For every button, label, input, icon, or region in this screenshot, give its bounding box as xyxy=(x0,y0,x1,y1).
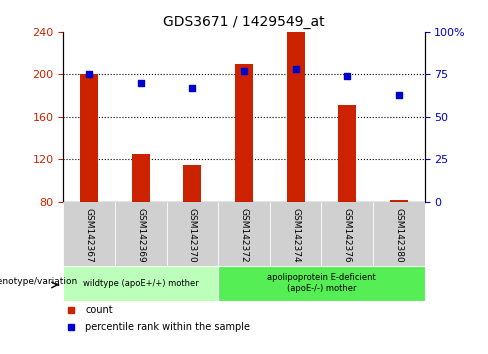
Bar xyxy=(338,105,356,202)
Bar xyxy=(390,200,408,202)
Bar xyxy=(63,266,218,301)
Point xyxy=(292,67,300,72)
Text: GSM142370: GSM142370 xyxy=(188,208,197,263)
Text: GSM142367: GSM142367 xyxy=(85,208,94,263)
Bar xyxy=(286,32,305,202)
Bar xyxy=(322,202,373,266)
Point xyxy=(137,80,145,86)
Point xyxy=(395,92,403,98)
Point xyxy=(240,68,248,74)
Bar xyxy=(166,202,218,266)
Text: count: count xyxy=(85,305,113,315)
Point xyxy=(188,85,196,91)
Point xyxy=(85,72,93,77)
Bar xyxy=(132,154,150,202)
Bar xyxy=(115,202,166,266)
Text: wildtype (apoE+/+) mother: wildtype (apoE+/+) mother xyxy=(83,279,199,288)
Bar xyxy=(218,202,270,266)
Bar xyxy=(373,202,425,266)
Bar xyxy=(235,64,253,202)
Text: apolipoprotein E-deficient
(apoE-/-) mother: apolipoprotein E-deficient (apoE-/-) mot… xyxy=(267,274,376,293)
Text: GSM142374: GSM142374 xyxy=(291,208,300,263)
Bar xyxy=(270,202,322,266)
Text: percentile rank within the sample: percentile rank within the sample xyxy=(85,322,250,332)
Title: GDS3671 / 1429549_at: GDS3671 / 1429549_at xyxy=(163,16,325,29)
Text: GSM142372: GSM142372 xyxy=(240,208,248,263)
Bar xyxy=(80,74,98,202)
Bar xyxy=(218,266,425,301)
Bar xyxy=(63,202,115,266)
Text: genotype/variation: genotype/variation xyxy=(0,277,78,286)
Text: GSM142376: GSM142376 xyxy=(343,208,352,263)
Text: GSM142380: GSM142380 xyxy=(394,208,403,263)
Point xyxy=(343,73,351,79)
Bar xyxy=(183,165,202,202)
Text: GSM142369: GSM142369 xyxy=(136,208,145,263)
